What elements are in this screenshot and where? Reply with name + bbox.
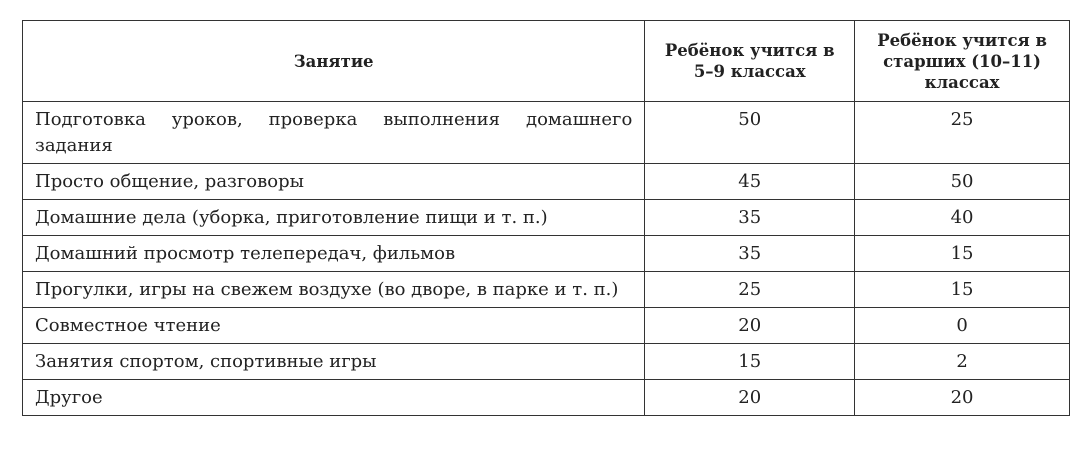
grades-5-9-cell: 35 xyxy=(644,199,856,236)
table-row: Просто общение, разговоры 45 50 xyxy=(21,163,1070,200)
grades-10-11-cell: 2 xyxy=(854,343,1070,380)
activity-cell: Совместное чтение xyxy=(21,307,646,344)
grades-10-11-cell: 20 xyxy=(854,379,1070,416)
activity-cell: Домашний просмотр телепередач, фильмов xyxy=(21,235,646,272)
header-row: Занятие Ребёнок учится в 5–9 классах Реб… xyxy=(21,20,1070,102)
grades-10-11-cell: 15 xyxy=(854,235,1070,272)
grades-5-9-cell: 15 xyxy=(644,343,856,380)
activities-table: Занятие Ребёнок учится в 5–9 классах Реб… xyxy=(21,20,1070,416)
grades-10-11-cell: 50 xyxy=(854,163,1070,200)
activity-cell: Просто общение, разговоры xyxy=(21,163,646,200)
activity-cell: Занятия спортом, спортивные игры xyxy=(21,343,646,380)
table-row: Подготовка уроков, проверка выполнения д… xyxy=(21,101,1070,164)
activity-cell: Подготовка уроков, проверка выполнения д… xyxy=(21,101,646,164)
grades-10-11-cell: 25 xyxy=(854,101,1070,164)
table-row: Домашний просмотр телепередач, фильмов 35… xyxy=(21,235,1070,272)
grades-5-9-cell: 45 xyxy=(644,163,856,200)
grades-10-11-cell: 0 xyxy=(854,307,1070,344)
grades-10-11-cell: 15 xyxy=(854,271,1070,308)
grades-5-9-cell: 25 xyxy=(644,271,856,308)
activity-cell: Домашние дела (уборка, приготовление пищ… xyxy=(21,199,646,236)
grades-5-9-cell: 50 xyxy=(644,101,856,164)
table-row: Другое 20 20 xyxy=(21,379,1070,416)
table-row: Совместное чтение 20 0 xyxy=(21,307,1070,344)
header-grades-10-11: Ребёнок учится в старших (10–11) классах xyxy=(854,20,1070,102)
header-grades-5-9: Ребёнок учится в 5–9 классах xyxy=(644,20,856,102)
activity-cell: Прогулки, игры на свежем воздухе (во дво… xyxy=(21,271,646,308)
table-row: Прогулки, игры на свежем воздухе (во дво… xyxy=(21,271,1070,308)
header-activity: Занятие xyxy=(21,20,646,102)
grades-5-9-cell: 20 xyxy=(644,307,856,344)
grades-5-9-cell: 35 xyxy=(644,235,856,272)
table-row: Занятия спортом, спортивные игры 15 2 xyxy=(21,343,1070,380)
grades-5-9-cell: 20 xyxy=(644,379,856,416)
table-row: Домашние дела (уборка, приготовление пищ… xyxy=(21,199,1070,236)
grades-10-11-cell: 40 xyxy=(854,199,1070,236)
activity-cell: Другое xyxy=(21,379,646,416)
